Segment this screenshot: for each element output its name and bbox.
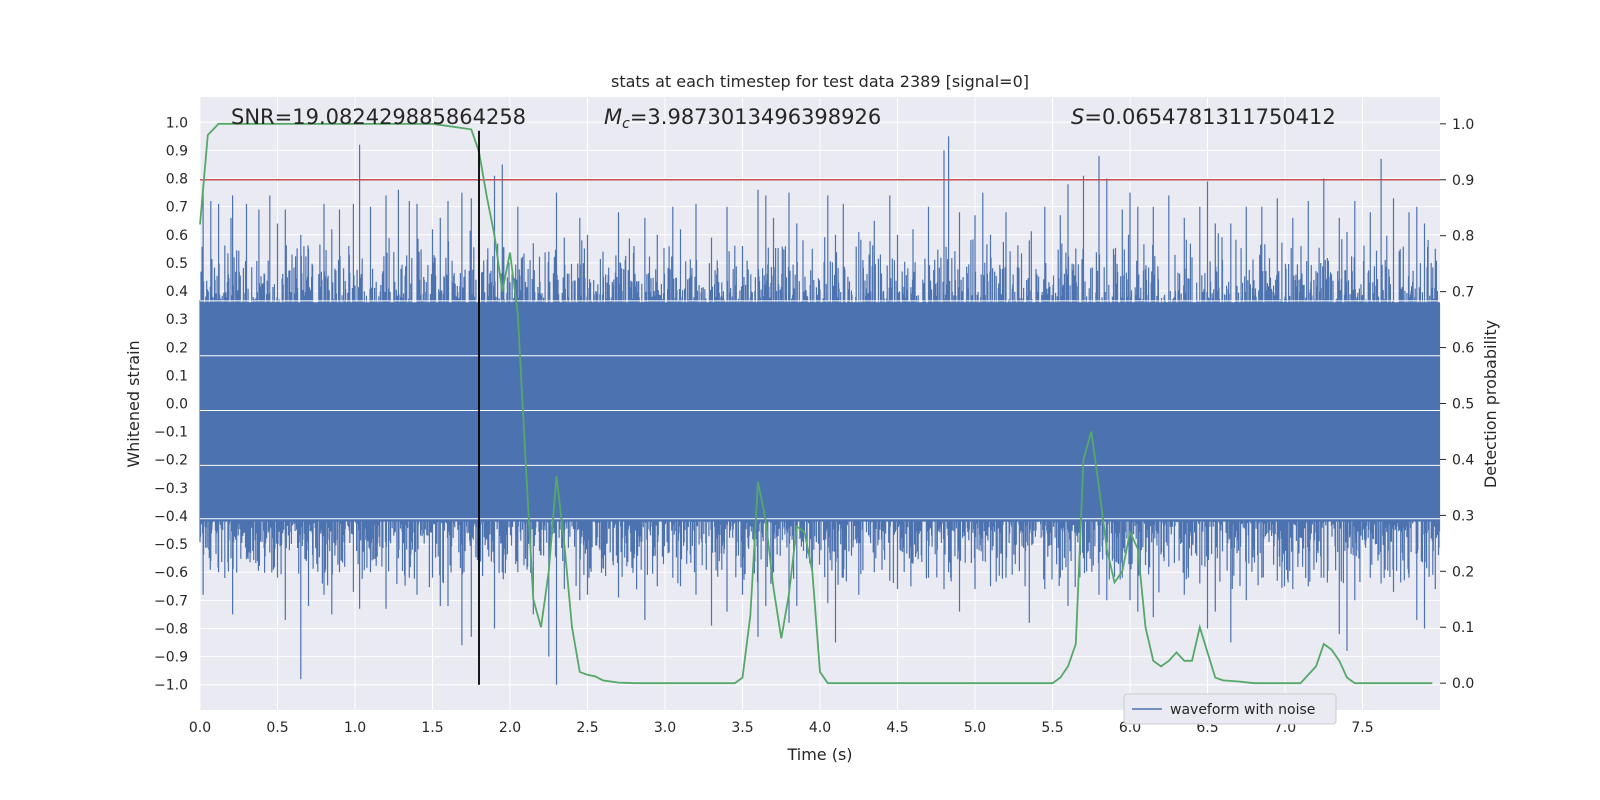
y-axis-label: Whitened strain — [124, 340, 143, 467]
y-tick-label: 0.2 — [166, 340, 188, 356]
x-tick-label: 4.0 — [809, 720, 831, 736]
x-tick-label: 1.0 — [344, 720, 366, 736]
x-tick-label: 5.5 — [1041, 720, 1063, 736]
snr-annotation: SNR=19.082429885864258 — [231, 105, 526, 129]
x-axis-label: Time (s) — [786, 745, 852, 764]
y-tick-label: 0.6 — [166, 228, 188, 244]
y-tick-label: −1.0 — [154, 678, 188, 694]
waveform-series — [199, 136, 1441, 685]
x-tick-label: 0.0 — [189, 720, 211, 736]
y-tick-label: −0.6 — [154, 565, 188, 581]
y2-tick-label: 0.0 — [1452, 676, 1474, 692]
x-tick-label: 4.5 — [886, 720, 908, 736]
y-tick-label: −0.3 — [154, 481, 188, 497]
y-tick-label: 0.4 — [166, 284, 188, 300]
legend-label: waveform with noise — [1170, 702, 1315, 718]
y-tick-label: −0.7 — [154, 593, 188, 609]
y-tick-label: 0.9 — [166, 143, 188, 159]
legend: waveform with noise — [1123, 693, 1337, 725]
x-tick-label: 1.5 — [421, 720, 443, 736]
y-tick-labels: 1.0 0.9 0.8 0.7 0.6 0.5 0.4 0.3 0.2 0.1 0.0 −0.1 −0.… — [154, 115, 188, 693]
s-annotation: S=0.0654781311750412 — [1071, 105, 1336, 129]
y-tick-label: −0.9 — [154, 650, 188, 666]
x-tick-label: 0.5 — [266, 720, 288, 736]
detection-probability-line — [199, 122, 1433, 685]
y-tick-label: −0.2 — [154, 453, 188, 469]
y2-tick-label: 0.2 — [1452, 564, 1474, 580]
x-tick-label: 7.5 — [1351, 720, 1373, 736]
x-tick-label: 3.0 — [654, 720, 676, 736]
y2-tick-label: 0.1 — [1452, 620, 1474, 636]
y-tick-label: −0.8 — [154, 621, 188, 637]
y-tick-label: −0.1 — [154, 425, 188, 441]
detection-probability-series — [199, 122, 1433, 685]
y2-tick-label: 0.8 — [1452, 229, 1474, 245]
y-tick-label: −0.5 — [154, 537, 188, 553]
x-tick-label: 5.0 — [964, 720, 986, 736]
y2-tick-label: 0.4 — [1452, 452, 1474, 468]
y2-tick-labels: 1.0 0.9 0.8 0.7 0.6 0.5 0.4 0.3 0.2 0.1 0.0 — [1440, 117, 1474, 692]
y-tick-label: 0.7 — [166, 200, 188, 216]
y-tick-label: 1.0 — [166, 115, 188, 131]
waveform-line — [199, 136, 1441, 685]
y2-tick-label: 0.3 — [1452, 508, 1474, 524]
y-tick-label: 0.1 — [166, 368, 188, 384]
y2-tick-label: 1.0 — [1452, 117, 1474, 133]
y2-tick-label: 0.9 — [1452, 173, 1474, 189]
y2-tick-label: 0.7 — [1452, 285, 1474, 301]
y-tick-label: 0.8 — [166, 172, 188, 188]
y2-tick-label: 0.6 — [1452, 341, 1474, 357]
y-tick-label: 0.5 — [166, 256, 188, 272]
y-tick-label: 0.0 — [166, 397, 188, 413]
y2-axis-label: Detection probability — [1481, 320, 1500, 488]
x-tick-label: 2.0 — [499, 720, 521, 736]
chart-title: stats at each timestep for test data 238… — [611, 72, 1029, 91]
x-tick-label: 2.5 — [576, 720, 598, 736]
x-tick-label: 3.5 — [731, 720, 753, 736]
chirp-mass-annotation: Mc=3.9873013496398926 — [604, 105, 881, 132]
legend-box — [1123, 693, 1337, 725]
y-tick-label: −0.4 — [154, 509, 188, 525]
y2-tick-label: 0.5 — [1452, 397, 1474, 413]
y-tick-label: 0.3 — [166, 312, 188, 328]
x-tick-labels: 0.0 0.5 1.0 1.5 2.0 2.5 3.0 3.5 4.0 4.5 5.0 5.5 6.0 6… — [189, 720, 1374, 736]
